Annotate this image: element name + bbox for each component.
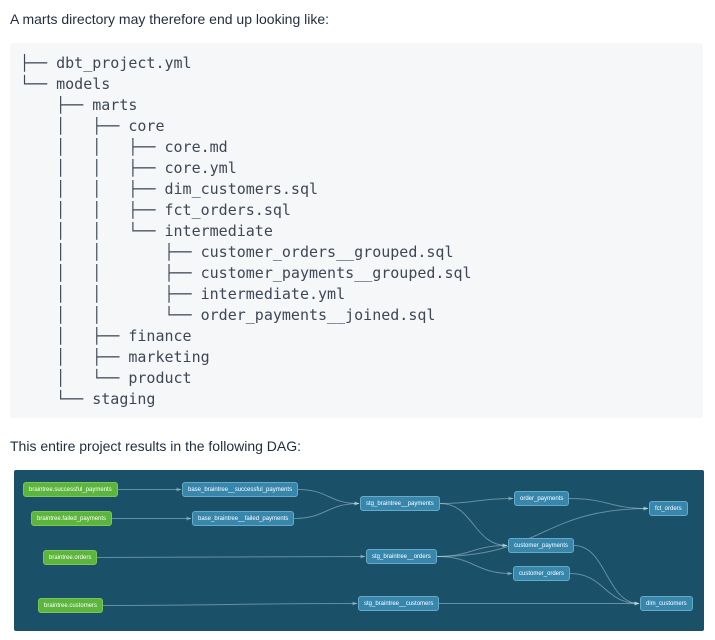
dag-node-stg_braintree__payments[interactable]: stg_braintree__payments — [360, 496, 440, 511]
dag-edge-stg_braintree__payments--customer_payments — [439, 503, 508, 548]
dag-edge-stg_braintree__orders--customer_payments — [436, 543, 508, 557]
dag-visualization: braintree.successful_payments braintree.f… — [14, 470, 704, 631]
dag-intro-paragraph: This entire project results in the follo… — [10, 438, 302, 454]
dag-edge-customer_payments--dim_customers — [573, 545, 640, 606]
dag-node-braintree_orders[interactable]: braintree.orders — [43, 550, 98, 565]
intro-paragraph: A marts directory may therefore end up l… — [10, 11, 330, 27]
dag-edge-base_braintree__failed_payments--stg_braintree__payments — [293, 501, 360, 519]
dag-node-customer_orders[interactable]: customer_orders — [513, 566, 571, 581]
dag-edge-stg_braintree__orders--fct_orders — [436, 506, 649, 557]
dag-node-fct_orders[interactable]: fct_orders — [649, 501, 688, 516]
dag-edge-braintree_customers--stg_braintree__customers — [102, 601, 358, 606]
dag-node-stg_braintree__customers[interactable]: stg_braintree__customers — [358, 596, 440, 611]
dag-node-braintree_failed_payments[interactable]: braintree.failed_payments — [31, 511, 113, 526]
dag-edge-order_payments--fct_orders — [568, 498, 649, 511]
dag-edge-braintree_orders--stg_braintree__orders — [96, 554, 366, 559]
dag-node-customer_payments[interactable]: customer_payments — [508, 538, 575, 553]
file-tree: ├── dbt_project.yml └── models ├── marts… — [20, 54, 472, 408]
dag-edges-layer — [96, 487, 649, 606]
dag-node-order_payments[interactable]: order_payments — [514, 491, 570, 506]
dag-node-base_braintree__successful_payments[interactable]: base_braintree__successful_payments — [182, 482, 299, 497]
dag-edge-stg_braintree__payments--order_payments — [439, 496, 514, 504]
dag-node-braintree_customers[interactable]: braintree.customers — [38, 598, 104, 613]
dag-node-base_braintree__failed_payments[interactable]: base_braintree__failed_payments — [192, 511, 295, 526]
dag-edge-stg_braintree__orders--customer_orders — [436, 556, 513, 576]
dag-edge-base_braintree__successful_payments--stg_braintree__payments — [297, 489, 360, 506]
dag-node-dim_customers[interactable]: dim_customers — [640, 596, 693, 611]
dag-node-stg_braintree__orders[interactable]: stg_braintree__orders — [366, 549, 437, 564]
dag-edge-customer_orders--dim_customers — [569, 573, 640, 606]
file-tree-codeblock: ├── dbt_project.yml └── models ├── marts… — [10, 43, 703, 418]
dag-node-braintree_successful_payments[interactable]: braintree.successful_payments — [23, 482, 118, 497]
